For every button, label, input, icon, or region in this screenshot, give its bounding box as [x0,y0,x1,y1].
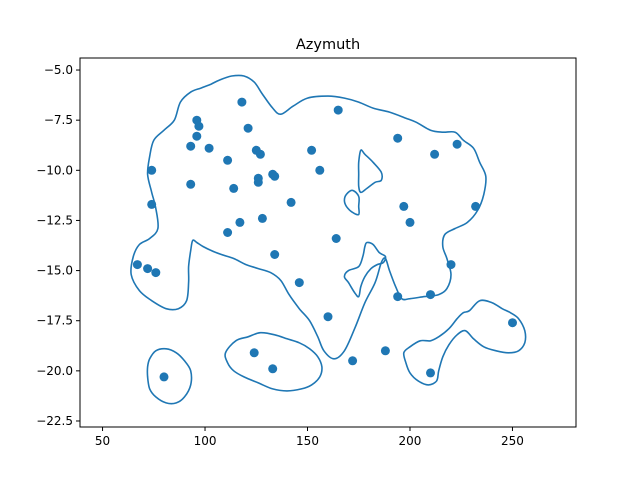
scatter-point [235,217,245,227]
scatter-point [143,264,153,274]
scatter-point [223,155,233,165]
x-tick-label: 100 [194,434,217,448]
scatter-point [132,260,142,270]
y-tick-label: −12.5 [36,213,73,227]
scatter-point [323,312,333,322]
scatter-point [508,318,517,328]
contour-bottom-center-loop [224,331,323,392]
contour-right-loop [402,299,527,386]
x-tick-label: 250 [501,434,524,448]
scatter-point [268,364,278,374]
scatter-point [430,149,440,159]
scatter-point [426,290,435,300]
plot-area-frame [79,57,577,428]
scatter-point [253,177,263,187]
scatter-point [270,250,280,259]
scatter-point [243,123,253,133]
scatter-point [393,292,403,302]
scatter-point [194,121,204,131]
scatter-point [223,228,233,237]
scatter-point [257,213,267,223]
y-tick-label: −15.0 [36,264,73,278]
scatter-point [192,131,202,141]
y-tick-label: −7.5 [44,113,73,127]
chart-title: Azymuth [296,37,360,53]
scatter-point [151,268,161,278]
scatter-point [331,234,341,243]
y-tick-label: −20.0 [36,364,73,378]
axis-layer: 50 100 150 200 250 −5.0 −7.5 −10.0 −12.5 −15.0 −17… [36,63,524,448]
scatter-point [399,201,409,211]
scatter-point [294,278,304,288]
scatter-point [471,201,481,211]
y-tick-label: −10.0 [36,163,73,177]
contour-bottom-left-loop [146,347,193,405]
x-tick-label: 200 [399,434,422,448]
scatter-point [426,368,435,378]
contour-main [130,74,487,360]
scatter-point [147,199,157,209]
scatter-point [452,139,462,149]
scatter-point [333,105,343,115]
x-tick-label: 150 [296,434,319,448]
point-layer [132,97,517,382]
contour-layer [130,74,527,405]
scatter-point [186,141,196,151]
scatter-point [270,171,280,181]
contour-inner-mid-hole [343,189,360,216]
scatter-point [380,346,390,356]
scatter-point [237,97,247,107]
scatter-point [159,372,169,382]
contour-inner-upper-hole [357,149,383,194]
scatter-point [249,348,259,358]
x-tick-label: 50 [95,434,110,448]
scatter-point [405,217,415,227]
scatter-point [315,165,325,175]
scatter-point [147,165,157,175]
y-tick-label: −22.5 [36,414,73,428]
scatter-point [286,197,296,207]
scatter-point [446,260,456,270]
scatter-point [186,179,196,189]
y-tick-label: −17.5 [36,314,73,328]
scatter-point [204,143,214,153]
contour-inner-lower-hole [343,241,387,298]
scatter-point [229,183,239,193]
y-tick-label: −5.0 [44,63,73,77]
scatter-point [307,145,317,155]
scatter-point [255,149,265,159]
scatter-point [348,356,358,366]
scatter-point [393,133,403,143]
